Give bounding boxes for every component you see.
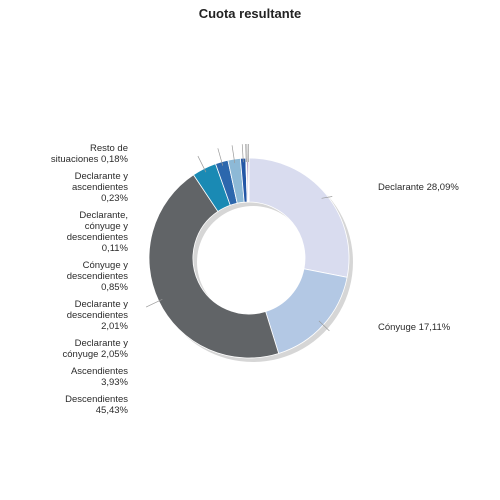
data-label: Declarante y: [75, 338, 129, 349]
leader-line: [241, 144, 244, 163]
leader-line: [197, 155, 207, 173]
leader-line: [217, 148, 224, 166]
chart-title: Cuota resultante: [199, 6, 302, 21]
slice-9: [247, 157, 250, 203]
leader-line: [245, 144, 247, 163]
data-label: Resto de: [90, 143, 128, 154]
data-label: ascendientes: [72, 182, 128, 193]
data-label: Cónyuge 17,11%: [378, 322, 451, 333]
data-label: 0,11%: [102, 243, 129, 254]
leader-line: [145, 298, 163, 308]
leader-line: [231, 145, 236, 164]
data-label: 3,93%: [101, 377, 128, 388]
data-label: cónyuge y: [85, 221, 129, 232]
data-label: Declarante y: [75, 171, 129, 182]
slice-0: [248, 157, 350, 278]
data-label: 2,01%: [101, 321, 128, 332]
slice-2: [148, 174, 280, 359]
leader-line: [318, 320, 330, 332]
data-label: 45,43%: [96, 405, 129, 416]
data-label: 0,23%: [101, 193, 128, 204]
data-label: Cónyuge y: [83, 260, 129, 271]
data-label: Declarante,: [79, 210, 128, 221]
data-label: Descendientes: [65, 394, 128, 405]
data-label: cónyuge 2,05%: [63, 349, 129, 360]
data-label: descendientes: [67, 271, 129, 282]
data-label: descendientes: [67, 232, 129, 243]
data-label: Declarante y: [75, 299, 129, 310]
leader-line: [321, 196, 333, 199]
data-label: situaciones 0,18%: [51, 154, 129, 165]
data-label: Declarante 28,09%: [378, 182, 459, 193]
data-label: 0,85%: [101, 282, 128, 293]
data-label: Ascendientes: [71, 366, 128, 377]
data-label: descendientes: [67, 310, 129, 321]
